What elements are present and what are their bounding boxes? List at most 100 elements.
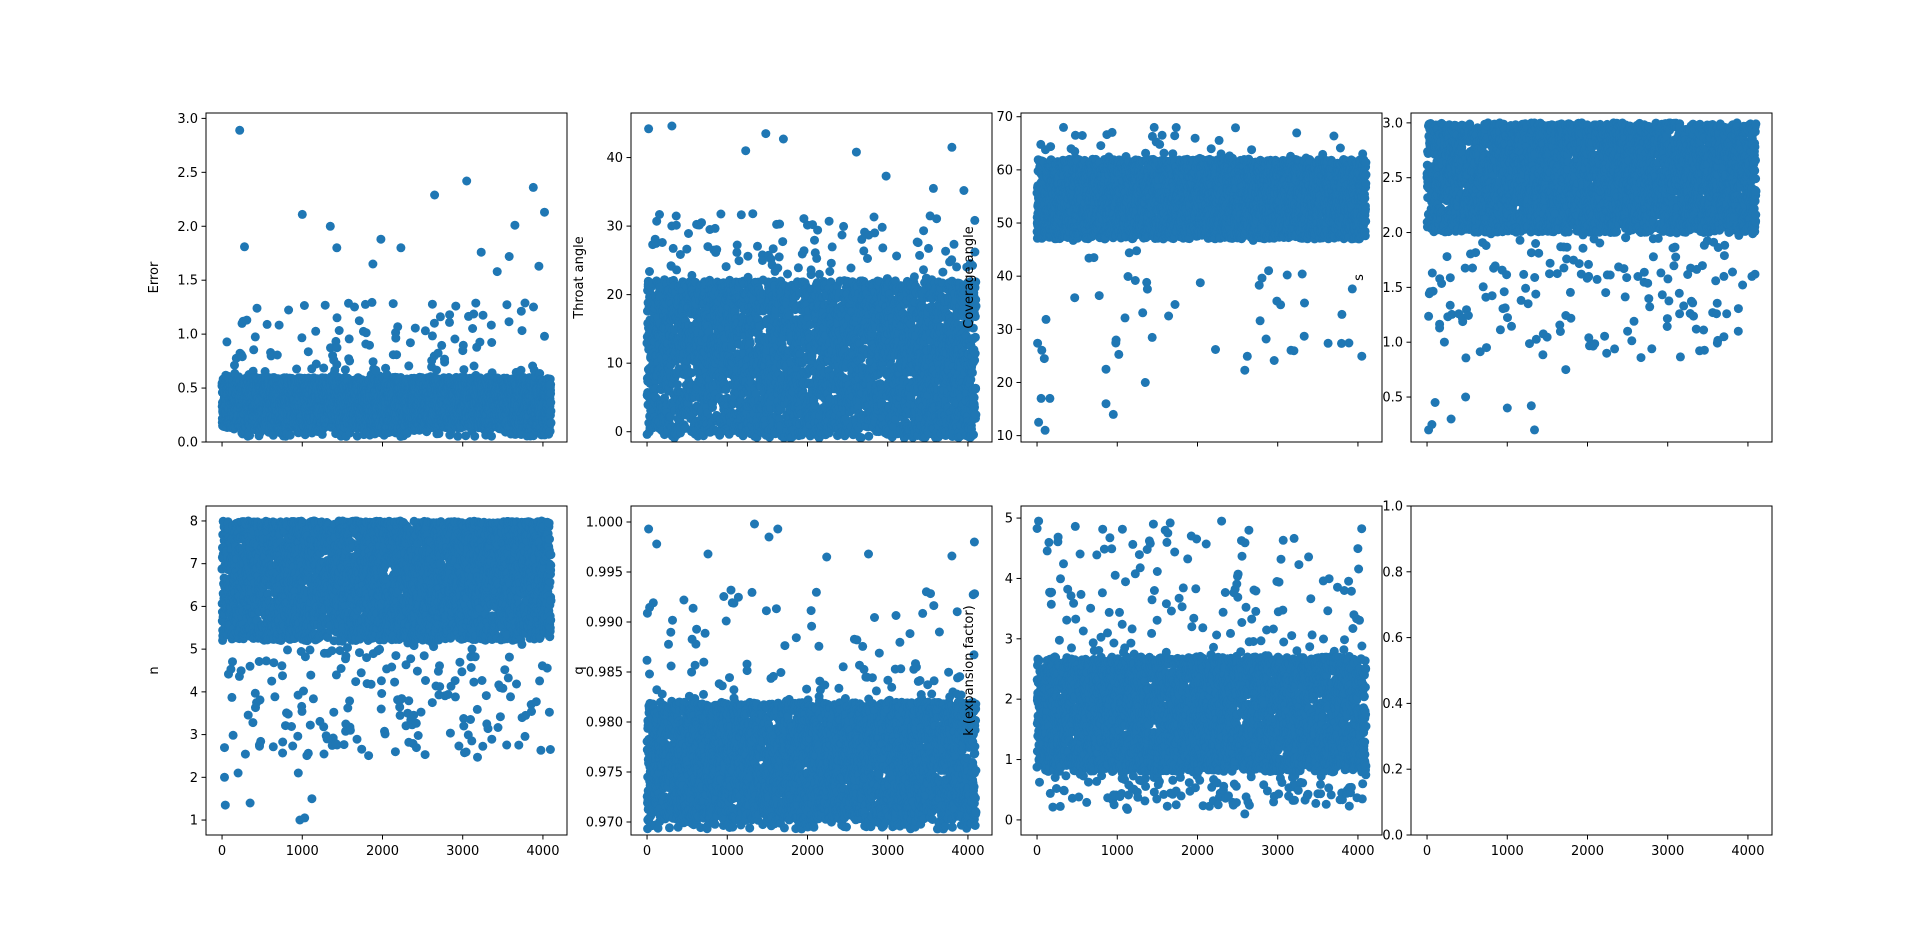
- scatter-point: [445, 310, 455, 320]
- scatter-point: [471, 298, 481, 308]
- scatter-point: [427, 299, 437, 309]
- scatter-point: [475, 337, 485, 347]
- y-tick-label: 1.0: [177, 328, 198, 343]
- scatter-point: [540, 207, 549, 217]
- scatter-point: [450, 334, 460, 344]
- scatter-point: [476, 247, 486, 257]
- scatter-point: [391, 333, 401, 343]
- scatter-point: [311, 326, 321, 336]
- scatter-point: [297, 333, 307, 343]
- scatter-point: [368, 259, 378, 269]
- scatter-point: [285, 430, 295, 440]
- scatter-point: [445, 317, 454, 327]
- scatter-point: [440, 357, 450, 367]
- scatter-point: [451, 301, 461, 311]
- scatter-point: [672, 265, 682, 275]
- scatter-point: [393, 322, 403, 332]
- scatter-point: [516, 306, 526, 316]
- scatter-point: [361, 328, 371, 338]
- y-tick-label: 0.0: [177, 436, 198, 451]
- scatter-point: [303, 347, 313, 357]
- scatter-point: [487, 431, 496, 441]
- scatter-point: [345, 356, 355, 366]
- scatter-point: [684, 229, 693, 238]
- scatter-point: [268, 430, 278, 440]
- scatter-point: [673, 380, 682, 390]
- scatter-point: [230, 360, 239, 370]
- scatter-point: [502, 300, 512, 310]
- scatter-point: [487, 338, 497, 347]
- scatter-point: [311, 359, 321, 369]
- scatter-point: [332, 313, 342, 323]
- scatter-point: [332, 343, 342, 353]
- scatter-point: [297, 209, 307, 219]
- scatter-point: [365, 340, 374, 350]
- scatter-point: [470, 431, 480, 441]
- scatter-point: [469, 309, 479, 319]
- scatter-point: [367, 297, 377, 307]
- scatter-point: [326, 343, 335, 353]
- scatter-point: [458, 340, 468, 350]
- scatter-point: [325, 221, 335, 231]
- scatter-point: [534, 261, 544, 271]
- scatter-point: [453, 431, 463, 441]
- scatter-point: [546, 380, 556, 390]
- scatter-point: [274, 320, 284, 330]
- scatter-point: [546, 398, 556, 407]
- scatter-point: [237, 352, 247, 362]
- scatter-point: [657, 238, 667, 247]
- scatter-point: [540, 331, 549, 341]
- scatter-point: [469, 361, 479, 371]
- scatter-point: [671, 211, 681, 221]
- scatter-point: [262, 319, 272, 329]
- scatter-point: [405, 338, 415, 348]
- scatter-point: [655, 210, 664, 219]
- scatter-point: [344, 334, 354, 344]
- scatter-point: [671, 220, 681, 230]
- scatter-point: [388, 299, 398, 309]
- scatter-point: [432, 365, 441, 375]
- scatter-point: [240, 242, 249, 252]
- scatter-point: [299, 301, 309, 310]
- scatter-point: [645, 267, 654, 276]
- scatter-point: [468, 324, 478, 333]
- scatter-point: [250, 332, 260, 342]
- subplot-grid: 0.00.51.01.52.02.53.0Error010203040Throa…: [147, 110, 1773, 859]
- y-axis-label: Error: [147, 261, 162, 293]
- scatter-point: [529, 302, 538, 312]
- scatter-point: [249, 345, 259, 355]
- scatter-point: [517, 326, 527, 336]
- scatter-point: [528, 182, 538, 192]
- scatter-point: [546, 418, 556, 428]
- scatter-point: [504, 317, 514, 327]
- scatter-point: [510, 220, 520, 230]
- scatter-point: [396, 243, 406, 253]
- scatter-point: [350, 302, 359, 312]
- scatter-point: [437, 340, 447, 350]
- scatter-point: [520, 298, 530, 308]
- scatter-point: [478, 310, 488, 320]
- scatter-point: [697, 218, 706, 228]
- scatter-point: [272, 350, 282, 360]
- scatter-point: [222, 337, 232, 347]
- scatter-point: [668, 243, 678, 253]
- scatter-point: [245, 430, 255, 440]
- scatter-point: [462, 176, 472, 186]
- scatter-point: [376, 234, 386, 244]
- scatter-point: [334, 326, 344, 335]
- scatter-point: [410, 323, 420, 333]
- y-tick-label: 0.5: [177, 382, 198, 397]
- scatter-point: [430, 190, 440, 200]
- scatter-point: [710, 223, 720, 233]
- scatter-point: [427, 331, 437, 341]
- scatter-point: [354, 316, 364, 326]
- y-tick-label: 2.5: [177, 166, 198, 181]
- scatter-point: [486, 320, 496, 330]
- scatter-point: [404, 361, 414, 371]
- scatter-point: [332, 360, 342, 369]
- scatter-point: [320, 300, 330, 310]
- scatter-point: [492, 267, 502, 277]
- scatter-point: [284, 305, 294, 315]
